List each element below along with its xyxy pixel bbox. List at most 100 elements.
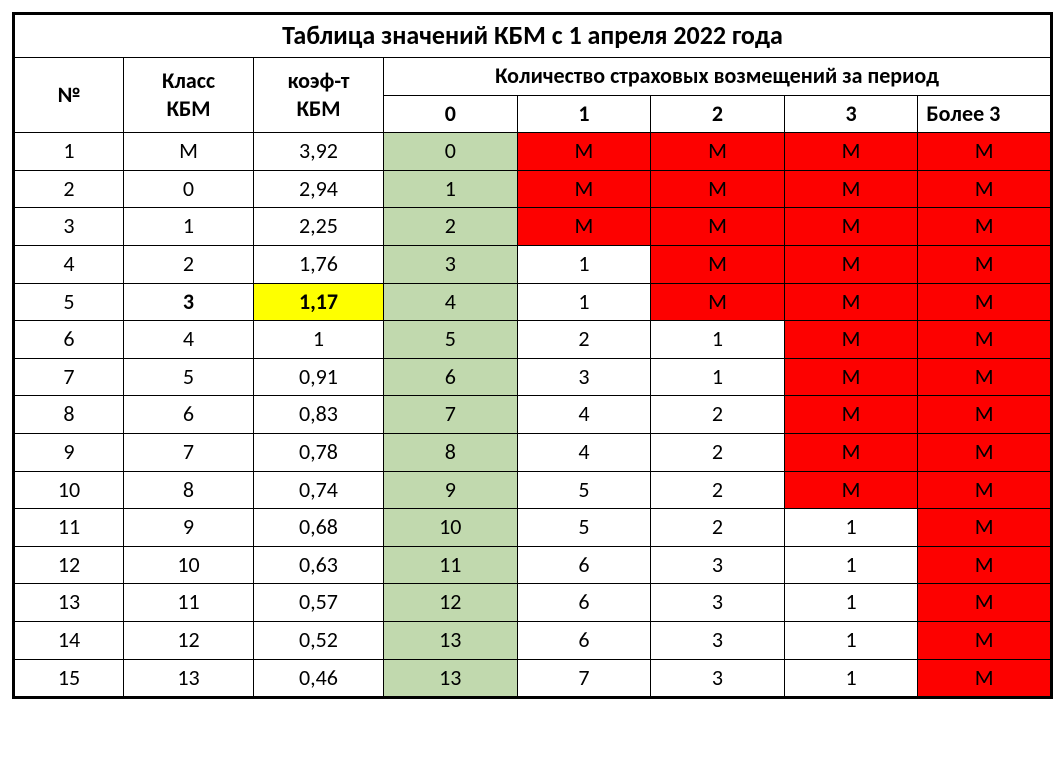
cell-value: 1	[784, 546, 918, 584]
cell-value: М	[918, 283, 1052, 321]
cell-coef: 1,76	[254, 245, 384, 283]
cell-num: 9	[14, 433, 124, 471]
cell-value: М	[651, 208, 785, 246]
cell-num: 10	[14, 471, 124, 509]
cell-value: М	[918, 584, 1052, 622]
cell-value: 4	[384, 283, 518, 321]
cell-value: 1	[784, 659, 918, 698]
cell-value: 2	[651, 471, 785, 509]
cell-class: 12	[124, 621, 254, 659]
cell-class: 11	[124, 584, 254, 622]
cell-coef: 1	[254, 321, 384, 359]
subheader-1: 1	[517, 95, 651, 133]
cell-value: 1	[384, 170, 518, 208]
cell-value: 1	[651, 321, 785, 359]
cell-value: М	[918, 659, 1052, 698]
subheader-2: 2	[651, 95, 785, 133]
table-row: 1М3,920ММММ	[14, 133, 1052, 171]
cell-num: 5	[14, 283, 124, 321]
cell-value: М	[918, 433, 1052, 471]
cell-class: 10	[124, 546, 254, 584]
cell-value: 2	[517, 321, 651, 359]
cell-value: 11	[384, 546, 518, 584]
cell-value: М	[651, 133, 785, 171]
cell-value: 1	[651, 358, 785, 396]
cell-value: М	[784, 396, 918, 434]
cell-coef: 1,17	[254, 283, 384, 321]
cell-value: 2	[651, 509, 785, 547]
cell-value: М	[784, 133, 918, 171]
table-row: 750,91631ММ	[14, 358, 1052, 396]
cell-value: 0	[384, 133, 518, 171]
cell-class: 5	[124, 358, 254, 396]
cell-value: 10	[384, 509, 518, 547]
kbm-table: Таблица значений КБМ с 1 апреля 2022 год…	[12, 12, 1053, 699]
cell-value: 7	[517, 659, 651, 698]
cell-num: 7	[14, 358, 124, 396]
title-row: Таблица значений КБМ с 1 апреля 2022 год…	[14, 14, 1052, 58]
cell-value: М	[517, 170, 651, 208]
subheader-0: 0	[384, 95, 518, 133]
cell-value: 2	[651, 433, 785, 471]
cell-coef: 0,52	[254, 621, 384, 659]
cell-value: 3	[651, 621, 785, 659]
table-row: 970,78842ММ	[14, 433, 1052, 471]
cell-num: 3	[14, 208, 124, 246]
header-row-1: № Класс КБМ коэф-т КБМ Количество страхо…	[14, 58, 1052, 96]
cell-value: М	[517, 133, 651, 171]
cell-value: 3	[651, 659, 785, 698]
cell-value: М	[918, 170, 1052, 208]
cell-value: М	[651, 283, 785, 321]
subheader-3: 3	[784, 95, 918, 133]
header-class-line2: КБМ	[167, 95, 211, 122]
cell-value: М	[784, 471, 918, 509]
table-row: 202,941ММММ	[14, 170, 1052, 208]
cell-num: 13	[14, 584, 124, 622]
header-coef-line1: коэф-т	[288, 67, 350, 94]
cell-value: 3	[384, 245, 518, 283]
header-class: Класс КБМ	[124, 58, 254, 133]
cell-value: 4	[517, 396, 651, 434]
cell-value: М	[651, 245, 785, 283]
cell-value: 1	[517, 283, 651, 321]
table-row: 641521ММ	[14, 321, 1052, 359]
cell-value: М	[784, 321, 918, 359]
cell-value: 6	[517, 546, 651, 584]
table-row: 860,83742ММ	[14, 396, 1052, 434]
subheader-more3: Более 3	[918, 95, 1052, 133]
cell-value: М	[784, 245, 918, 283]
cell-value: М	[784, 208, 918, 246]
cell-value: 13	[384, 621, 518, 659]
header-class-line1: Класс	[162, 67, 215, 94]
cell-value: М	[918, 358, 1052, 396]
cell-value: 7	[384, 396, 518, 434]
table-row: 15130,4613731М	[14, 659, 1052, 698]
cell-value: М	[784, 170, 918, 208]
cell-value: 2	[384, 208, 518, 246]
cell-num: 11	[14, 509, 124, 547]
cell-num: 12	[14, 546, 124, 584]
table-title: Таблица значений КБМ с 1 апреля 2022 год…	[14, 14, 1052, 58]
cell-class: 13	[124, 659, 254, 698]
cell-coef: 0,78	[254, 433, 384, 471]
cell-class: М	[124, 133, 254, 171]
cell-coef: 2,94	[254, 170, 384, 208]
cell-value: 5	[517, 471, 651, 509]
cell-num: 4	[14, 245, 124, 283]
cell-value: 1	[784, 509, 918, 547]
cell-value: М	[784, 358, 918, 396]
cell-value: М	[918, 396, 1052, 434]
cell-value: М	[651, 170, 785, 208]
cell-num: 15	[14, 659, 124, 698]
cell-value: М	[918, 621, 1052, 659]
cell-value: М	[918, 208, 1052, 246]
table-row: 12100,6311631М	[14, 546, 1052, 584]
cell-value: 1	[784, 584, 918, 622]
table-row: 13110,5712631М	[14, 584, 1052, 622]
cell-value: М	[918, 245, 1052, 283]
cell-class: 1	[124, 208, 254, 246]
cell-value: М	[918, 546, 1052, 584]
cell-value: М	[784, 433, 918, 471]
header-num: №	[14, 58, 124, 133]
cell-value: 4	[517, 433, 651, 471]
